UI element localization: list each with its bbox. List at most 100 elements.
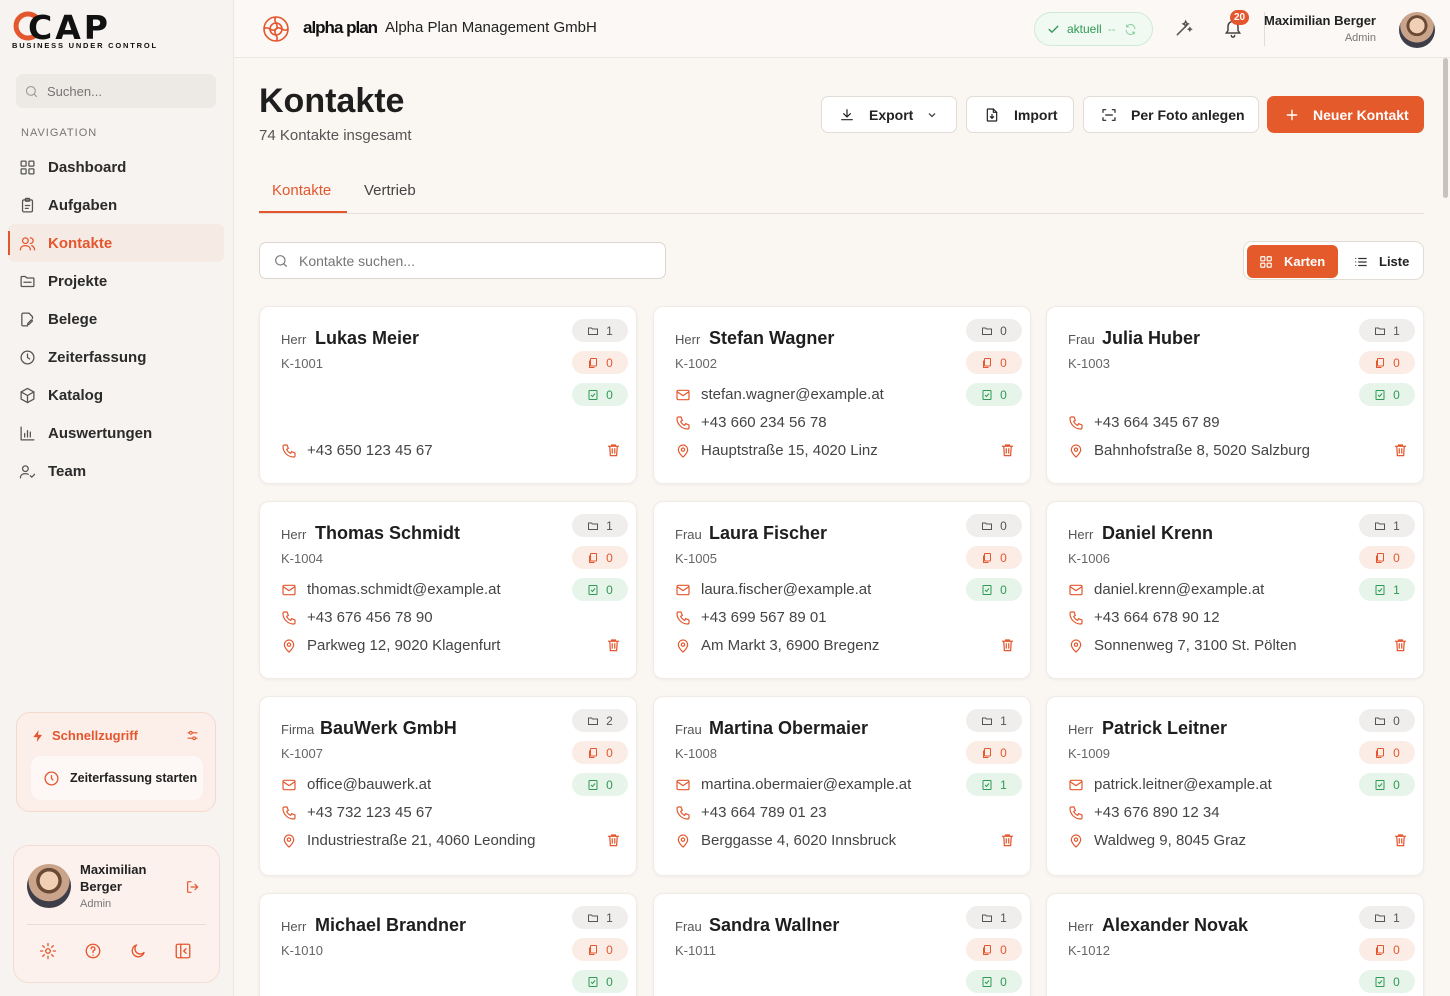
contact-address-row[interactable]: Bahnhofstraße 8, 5020 Salzburg [1068, 442, 1310, 459]
avatar[interactable] [1399, 12, 1435, 48]
delete-contact-button[interactable] [1393, 637, 1408, 653]
documents-count-badge[interactable]: 0 [1359, 938, 1415, 961]
projects-count-badge[interactable]: 1 [966, 709, 1022, 732]
projects-count-badge[interactable]: 1 [1359, 514, 1415, 537]
projects-count-badge[interactable]: 1 [572, 514, 628, 537]
cap-logo[interactable]: CAP BUSINESS UNDER CONTROL [12, 8, 156, 50]
documents-count-badge[interactable]: 0 [966, 546, 1022, 569]
delete-contact-button[interactable] [606, 832, 621, 848]
sidebar-collapse-icon[interactable] [174, 942, 192, 960]
documents-count-badge[interactable]: 0 [572, 546, 628, 569]
tasks-count-badge[interactable]: 0 [1359, 383, 1415, 406]
tasks-count-badge[interactable]: 0 [572, 970, 628, 993]
contact-phone-row[interactable]: +43 732 123 45 67 [281, 804, 433, 821]
tasks-count-badge[interactable]: 1 [1359, 578, 1415, 601]
magic-wand-icon[interactable] [1174, 18, 1194, 38]
documents-count-badge[interactable]: 0 [1359, 741, 1415, 764]
export-button[interactable]: Export [821, 96, 957, 133]
contact-name[interactable]: Sandra Wallner [709, 915, 840, 935]
contact-name[interactable]: Daniel Krenn [1102, 523, 1214, 543]
sidebar-search-input[interactable] [47, 83, 207, 99]
contact-name[interactable]: BauWerk GmbH [320, 718, 457, 738]
contact-name[interactable]: Michael Brandner [315, 915, 467, 935]
contact-address-row[interactable]: Industriestraße 21, 4060 Leonding [281, 832, 536, 849]
contact-card[interactable]: Herr Lukas Meier K-1001 1 0 0 +43 650 123 45 6… [259, 306, 637, 484]
sidebar-item-dashboard[interactable]: Dashboard [8, 148, 224, 186]
contact-card[interactable]: Herr Alexander Novak K-1012 1 0 0 [1046, 893, 1424, 996]
contact-email-row[interactable]: patrick.leitner@example.at [1068, 776, 1272, 793]
start-time-tracking-button[interactable]: Zeiterfassung starten [31, 756, 203, 800]
delete-contact-button[interactable] [1000, 442, 1015, 458]
contact-address-row[interactable]: Hauptstraße 15, 4020 Linz [675, 442, 878, 459]
contact-email-row[interactable]: daniel.krenn@example.at [1068, 581, 1264, 598]
contact-card[interactable]: Herr Thomas Schmidt K-1004 1 0 0 thomas.schmid… [259, 501, 637, 679]
contact-name[interactable]: Lukas Meier [315, 328, 420, 348]
sync-status-badge[interactable]: aktuell -- [1034, 12, 1153, 46]
contact-name[interactable]: Thomas Schmidt [315, 523, 461, 543]
contact-phone-row[interactable]: +43 650 123 45 67 [281, 442, 433, 459]
projects-count-badge[interactable]: 0 [966, 319, 1022, 342]
contact-email-row[interactable]: thomas.schmidt@example.at [281, 581, 501, 598]
contact-card[interactable]: Firma BauWerk GmbH K-1007 2 0 0 office@bauwerk… [259, 696, 637, 876]
contact-phone-row[interactable]: +43 676 456 78 90 [281, 609, 433, 626]
contact-email-row[interactable]: office@bauwerk.at [281, 776, 431, 793]
contact-card[interactable]: Herr Daniel Krenn K-1006 1 0 1 daniel.krenn@ex… [1046, 501, 1424, 679]
tasks-count-badge[interactable]: 0 [1359, 970, 1415, 993]
contact-name[interactable]: Julia Huber [1102, 328, 1201, 348]
tasks-count-badge[interactable]: 0 [572, 578, 628, 601]
contact-address-row[interactable]: Am Markt 3, 6900 Bregenz [675, 637, 879, 654]
delete-contact-button[interactable] [1000, 832, 1015, 848]
projects-count-badge[interactable]: 0 [966, 514, 1022, 537]
tasks-count-badge[interactable]: 0 [572, 773, 628, 796]
contact-card[interactable]: Frau Martina Obermaier K-1008 1 0 1 martina.ob… [653, 696, 1031, 876]
topbar-user[interactable]: Maximilian Berger Admin [1264, 13, 1376, 44]
contact-name[interactable]: Alexander Novak [1102, 915, 1249, 935]
contact-card[interactable]: Frau Julia Huber K-1003 1 0 0 +43 664 345 67 8… [1046, 306, 1424, 484]
contact-card[interactable]: Herr Stefan Wagner K-1002 0 0 0 stefan.wagner@… [653, 306, 1031, 484]
documents-count-badge[interactable]: 0 [1359, 351, 1415, 374]
sidebar-item-belege[interactable]: Belege [8, 300, 224, 338]
contact-search[interactable] [259, 242, 666, 279]
sidebar-item-aufgaben[interactable]: Aufgaben [8, 186, 224, 224]
contact-address-row[interactable]: Waldweg 9, 8045 Graz [1068, 832, 1246, 849]
moon-icon[interactable] [129, 942, 147, 960]
documents-count-badge[interactable]: 0 [572, 741, 628, 764]
sidebar-item-projekte[interactable]: Projekte [8, 262, 224, 300]
contact-email-row[interactable]: martina.obermaier@example.at [675, 776, 911, 793]
documents-count-badge[interactable]: 0 [572, 351, 628, 374]
contact-card[interactable]: Herr Michael Brandner K-1010 1 0 0 [259, 893, 637, 996]
tasks-count-badge[interactable]: 0 [1359, 773, 1415, 796]
view-list-button[interactable]: Liste [1342, 245, 1420, 278]
projects-count-badge[interactable]: 1 [572, 906, 628, 929]
delete-contact-button[interactable] [1000, 637, 1015, 653]
documents-count-badge[interactable]: 0 [1359, 546, 1415, 569]
contact-email-row[interactable]: laura.fischer@example.at [675, 581, 871, 598]
sidebar-item-zeiterfassung[interactable]: Zeiterfassung [8, 338, 224, 376]
contact-address-row[interactable]: Sonnenweg 7, 3100 St. Pölten [1068, 637, 1297, 654]
contact-address-row[interactable]: Berggasse 4, 6020 Innsbruck [675, 832, 896, 849]
import-button[interactable]: Import [966, 96, 1074, 133]
contact-card[interactable]: Herr Patrick Leitner K-1009 0 0 0 patrick.leit… [1046, 696, 1424, 876]
photo-create-button[interactable]: Per Foto anlegen [1083, 96, 1259, 133]
projects-count-badge[interactable]: 0 [1359, 709, 1415, 732]
projects-count-badge[interactable]: 1 [966, 906, 1022, 929]
avatar[interactable] [27, 864, 71, 908]
contact-name[interactable]: Martina Obermaier [709, 718, 869, 738]
delete-contact-button[interactable] [606, 637, 621, 653]
projects-count-badge[interactable]: 2 [572, 709, 628, 732]
contact-phone-row[interactable]: +43 676 890 12 34 [1068, 804, 1220, 821]
contact-search-input[interactable] [299, 252, 639, 269]
projects-count-badge[interactable]: 1 [1359, 319, 1415, 342]
contact-name[interactable]: Patrick Leitner [1102, 718, 1228, 738]
contact-phone-row[interactable]: +43 660 234 56 78 [675, 414, 827, 431]
sidebar-item-team[interactable]: Team [8, 452, 224, 490]
help-icon[interactable] [84, 942, 102, 960]
contact-email-row[interactable]: stefan.wagner@example.at [675, 386, 884, 403]
tasks-count-badge[interactable]: 0 [966, 578, 1022, 601]
delete-contact-button[interactable] [1393, 832, 1408, 848]
contact-phone-row[interactable]: +43 664 789 01 23 [675, 804, 827, 821]
delete-contact-button[interactable] [606, 442, 621, 458]
scrollbar[interactable] [1443, 58, 1448, 198]
view-cards-button[interactable]: Karten [1247, 245, 1338, 278]
logout-icon[interactable] [185, 879, 201, 895]
